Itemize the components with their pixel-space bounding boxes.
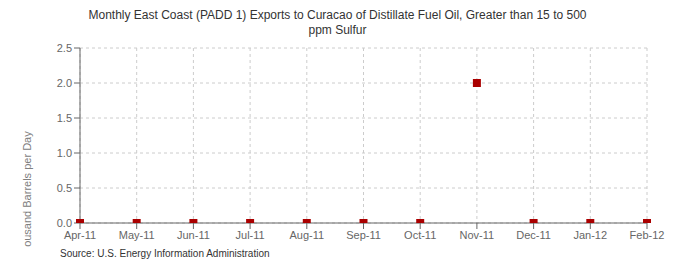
html-text:ppm Sulfur: ppm Sulfur (308, 23, 367, 37)
svg-text:Apr-11: Apr-11 (64, 229, 96, 241)
svg-text:Jan-12: Jan-12 (573, 229, 607, 241)
svg-text:May-11: May-11 (119, 229, 155, 241)
svg-text:Jul-11: Jul-11 (236, 229, 265, 241)
svg-text:2.5: 2.5 (57, 42, 72, 54)
svg-text:Dec-11: Dec-11 (516, 229, 551, 241)
svg-text:Jun-11: Jun-11 (177, 229, 210, 241)
svg-text:Aug-11: Aug-11 (289, 229, 324, 241)
svg-text:0.5: 0.5 (57, 182, 72, 194)
html-text:Source: U.S. Energy Informatio: Source: U.S. Energy Information Administ… (60, 248, 270, 259)
svg-text:Thousand Barrels per Day: Thousand Barrels per Day (21, 131, 33, 247)
svg-text:1.0: 1.0 (57, 147, 72, 159)
svg-text:Oct-11: Oct-11 (404, 229, 436, 241)
svg-text:Nov-11: Nov-11 (460, 229, 495, 241)
html-text:Monthly East Coast (PADD 1) Ex: Monthly East Coast (PADD 1) Exports to C… (88, 8, 587, 22)
svg-text:1.5: 1.5 (57, 112, 72, 124)
svg-text:0.0: 0.0 (57, 217, 72, 229)
svg-text:2.0: 2.0 (57, 77, 72, 89)
svg-text:Feb-12: Feb-12 (630, 229, 665, 241)
svg-text:Sep-11: Sep-11 (346, 229, 381, 241)
